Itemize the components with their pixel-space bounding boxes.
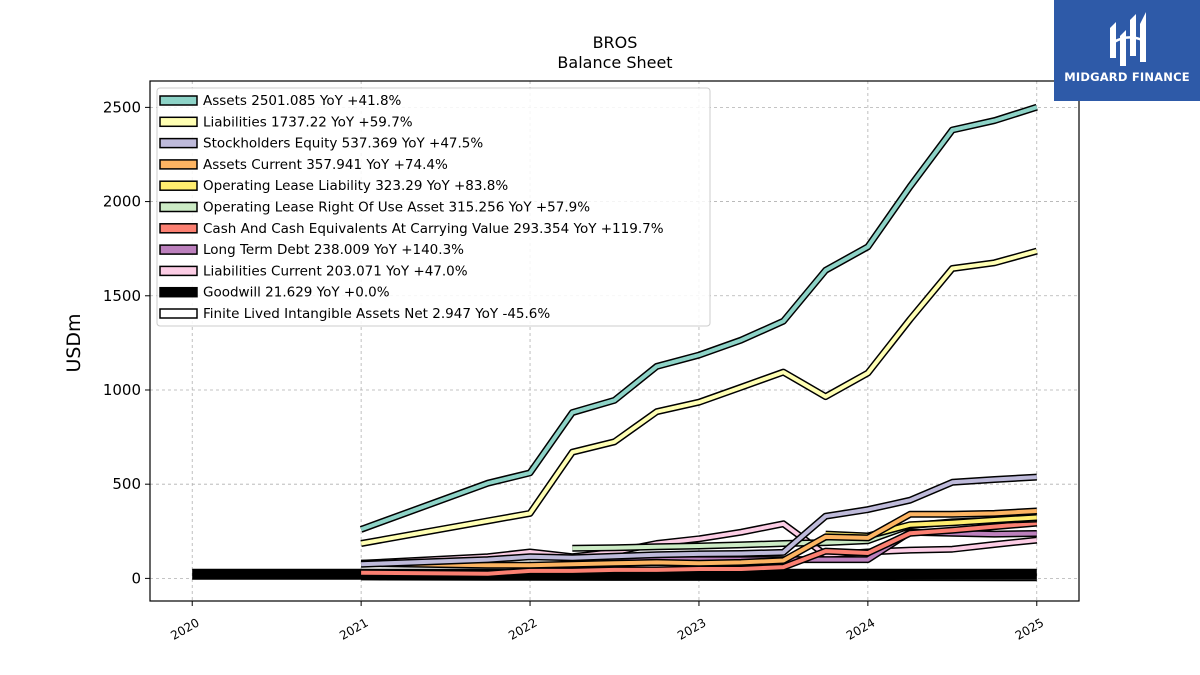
legend-entry: Liabilities 1737.22 YoY +59.7%: [203, 114, 413, 130]
plot-frame: [149, 80, 1080, 602]
chart-title: BROS: [593, 33, 638, 52]
series-line: [360, 249, 1038, 546]
legend-swatch: [159, 95, 198, 106]
legend-entry: Liabilities Current 203.071 YoY +47.0%: [203, 263, 468, 279]
legend-swatch: [159, 180, 198, 191]
legend-swatch: [159, 201, 198, 213]
y-tick-label: 1000: [103, 381, 141, 399]
legend: Assets 2501.085 YoY +41.8% Liabilities 17…: [156, 87, 711, 327]
legend-swatch: [159, 116, 198, 128]
legend-swatch: [159, 137, 198, 149]
legend-swatch: [159, 286, 198, 298]
legend-entry: Goodwill 21.629 YoY +0.0%: [203, 285, 390, 301]
legend-swatch: [159, 244, 198, 255]
x-tick-label: 2021: [337, 615, 370, 642]
brand-logo-text: MIDGARD FINANCE: [1064, 70, 1190, 84]
series-lines: [192, 103, 1038, 582]
legend-entry: Long Term Debt 238.009 YoY +140.3%: [203, 242, 464, 258]
legend-box: [156, 87, 711, 327]
chart-subtitle: Balance Sheet: [557, 53, 672, 72]
x-tick-label: 2025: [1013, 615, 1046, 642]
legend-entry: Assets Current 357.941 YoY +74.4%: [203, 157, 448, 173]
legend-entry: Cash And Cash Equivalents At Carrying Va…: [203, 221, 664, 237]
series-line: [361, 509, 1037, 568]
series-line: [360, 105, 1038, 532]
legend-swatch: [159, 265, 198, 277]
y-tick-label: 500: [112, 475, 141, 493]
legend-entry: Stockholders Equity 537.369 YoY +47.5%: [203, 136, 483, 152]
y-tick-label: 0: [131, 569, 141, 587]
x-tick-label: 2024: [844, 615, 877, 642]
legend-entry: Finite Lived Intangible Assets Net 2.947…: [203, 306, 550, 322]
series-line: [361, 475, 1037, 567]
y-axis-label: USDm: [63, 313, 85, 372]
legend-entry: Assets 2501.085 YoY +41.8%: [203, 93, 402, 109]
legend-entry: Operating Lease Right Of Use Asset 315.2…: [203, 200, 590, 216]
legend-entry: Operating Lease Liability 323.29 YoY +83…: [203, 178, 508, 194]
brand-logo-mark-icon: [1110, 12, 1146, 66]
y-tick-label: 2000: [103, 193, 141, 211]
x-tick-label: 2022: [506, 615, 539, 642]
legend-swatch: [159, 223, 198, 234]
y-tick-label: 2500: [103, 98, 141, 116]
brand-logo: MIDGARD FINANCE: [1054, 0, 1200, 101]
legend-swatch: [159, 308, 198, 319]
x-tick-label: 2023: [675, 615, 708, 642]
x-tick-label: 2020: [168, 615, 201, 642]
legend-swatch: [159, 159, 198, 170]
series-line: [361, 521, 1037, 576]
y-tick-label: 1500: [103, 287, 141, 305]
